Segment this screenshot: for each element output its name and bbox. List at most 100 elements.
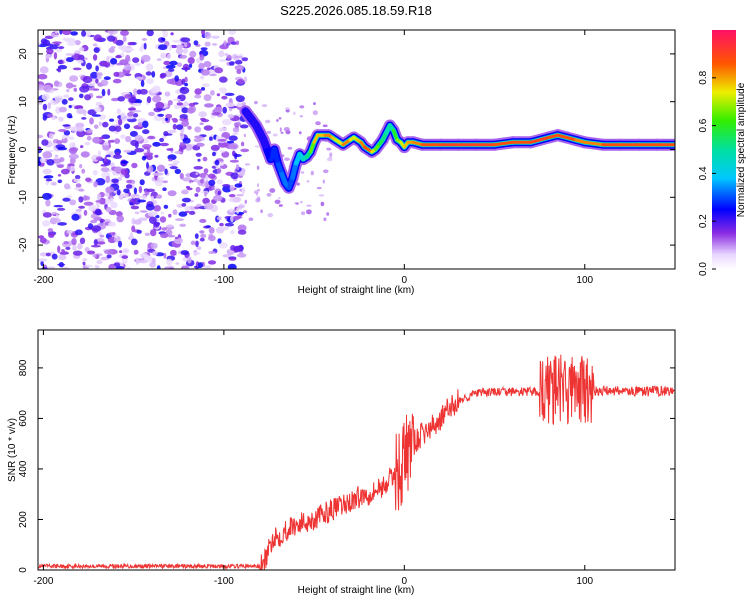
noise-blob bbox=[165, 64, 176, 69]
noise-blob bbox=[59, 30, 63, 35]
noise-blob bbox=[195, 186, 201, 193]
noise-blob bbox=[189, 179, 194, 183]
noise-blob bbox=[166, 148, 174, 151]
noise-blob bbox=[142, 194, 147, 200]
noise-blob bbox=[124, 94, 132, 99]
chart-title: S225.2026.085.18.59.R18 bbox=[280, 3, 432, 18]
noise-blob bbox=[181, 107, 189, 114]
noise-blob bbox=[57, 59, 64, 65]
noise-blob bbox=[136, 229, 142, 234]
noise-speckle bbox=[280, 131, 284, 134]
noise-blob bbox=[134, 99, 143, 104]
noise-blob bbox=[91, 114, 101, 117]
noise-speckle bbox=[299, 115, 303, 118]
noise-blob bbox=[211, 112, 221, 116]
noise-blob bbox=[197, 262, 203, 269]
noise-blob bbox=[226, 54, 232, 61]
noise-blob bbox=[111, 178, 119, 184]
noise-blob bbox=[105, 175, 111, 184]
noise-blob bbox=[222, 185, 232, 193]
noise-blob bbox=[172, 39, 181, 43]
noise-blob bbox=[95, 156, 103, 161]
noise-blob bbox=[219, 44, 229, 50]
noise-blob bbox=[68, 105, 72, 109]
noise-blob bbox=[133, 249, 139, 255]
noise-blob bbox=[133, 88, 138, 96]
noise-blob bbox=[176, 62, 183, 67]
noise-blob bbox=[236, 207, 240, 214]
noise-blob bbox=[146, 78, 154, 85]
noise-speckle bbox=[306, 180, 310, 183]
noise-blob bbox=[178, 211, 188, 217]
noise-blob bbox=[110, 46, 116, 49]
noise-speckle bbox=[278, 197, 281, 200]
noise-blob bbox=[78, 205, 85, 209]
noise-blob bbox=[116, 108, 121, 115]
noise-blob bbox=[102, 121, 109, 128]
noise-blob bbox=[47, 102, 52, 110]
noise-blob bbox=[172, 98, 181, 102]
noise-blob bbox=[150, 229, 157, 237]
noise-speckle bbox=[316, 186, 322, 190]
noise-blob bbox=[148, 111, 155, 117]
noise-blob bbox=[150, 195, 154, 201]
noise-blob bbox=[64, 183, 71, 190]
noise-blob bbox=[56, 140, 63, 145]
noise-blob bbox=[167, 100, 173, 106]
noise-blob bbox=[93, 239, 98, 246]
noise-speckle bbox=[257, 189, 261, 192]
noise-blob bbox=[222, 254, 231, 258]
noise-blob bbox=[57, 263, 66, 266]
noise-blob bbox=[59, 157, 65, 163]
noise-blob bbox=[170, 44, 178, 49]
noise-blob bbox=[99, 218, 105, 223]
noise-blob bbox=[199, 230, 205, 234]
noise-blob bbox=[137, 122, 143, 128]
noise-blob bbox=[179, 117, 185, 122]
noise-blob bbox=[134, 148, 145, 153]
noise-blob bbox=[108, 56, 114, 59]
noise-blob bbox=[233, 122, 242, 127]
noise-blob bbox=[86, 135, 92, 141]
noise-blob bbox=[142, 120, 149, 128]
noise-blob bbox=[42, 151, 53, 159]
noise-blob bbox=[38, 42, 41, 46]
ridge-core-segment bbox=[392, 128, 399, 142]
noise-blob bbox=[66, 89, 70, 93]
noise-blob bbox=[137, 199, 147, 203]
noise-blob bbox=[63, 241, 69, 245]
noise-blob bbox=[123, 123, 131, 130]
noise-blob bbox=[213, 106, 224, 113]
noise-blob bbox=[75, 183, 82, 189]
noise-blob bbox=[95, 65, 99, 72]
noise-speckle bbox=[243, 133, 246, 138]
colorbar-tick-label: 0.4 bbox=[698, 166, 709, 180]
noise-blob bbox=[218, 87, 226, 92]
noise-blob bbox=[233, 245, 243, 253]
noise-blob bbox=[58, 129, 67, 132]
noise-blob bbox=[105, 186, 115, 194]
noise-blob bbox=[40, 157, 46, 164]
noise-speckle bbox=[296, 182, 300, 186]
noise-blob bbox=[66, 195, 73, 199]
noise-blob bbox=[121, 192, 129, 198]
noise-region bbox=[38, 30, 333, 269]
noise-blob bbox=[82, 76, 93, 84]
noise-blob bbox=[163, 131, 169, 137]
ridge-core-segment bbox=[309, 140, 316, 154]
noise-blob bbox=[224, 222, 234, 227]
noise-blob bbox=[195, 152, 202, 157]
noise-blob bbox=[38, 258, 48, 262]
noise-blob bbox=[133, 195, 144, 199]
noise-blob bbox=[107, 88, 111, 96]
noise-blob bbox=[143, 152, 154, 156]
noise-blob bbox=[90, 71, 99, 79]
noise-blob bbox=[57, 245, 61, 253]
noise-blob bbox=[188, 210, 196, 215]
noise-blob bbox=[229, 159, 239, 163]
noise-blob bbox=[187, 107, 195, 114]
noise-blob bbox=[228, 194, 236, 198]
noise-blob bbox=[122, 257, 128, 265]
noise-blob bbox=[219, 76, 228, 83]
